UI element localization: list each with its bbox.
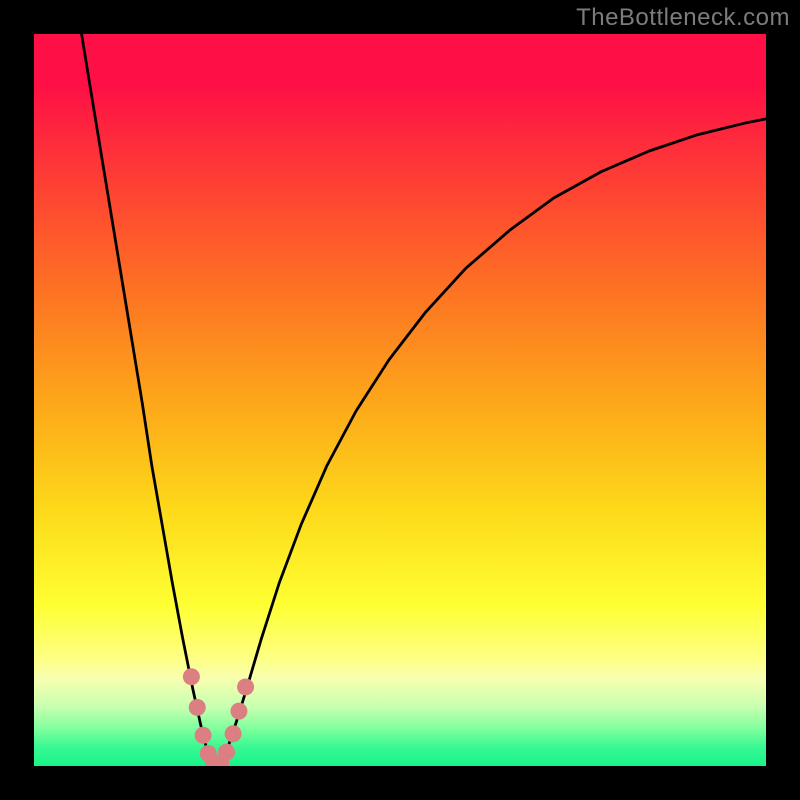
data-point xyxy=(230,703,247,720)
data-point xyxy=(237,678,254,695)
data-point xyxy=(189,699,206,716)
data-point xyxy=(183,668,200,685)
chart-frame: TheBottleneck.com xyxy=(0,0,800,800)
watermark-text: TheBottleneck.com xyxy=(576,4,790,32)
bottleneck-curve-plot xyxy=(34,34,766,766)
data-point xyxy=(195,727,212,744)
data-point xyxy=(225,725,242,742)
plot-background xyxy=(34,34,766,766)
data-point xyxy=(218,744,235,761)
